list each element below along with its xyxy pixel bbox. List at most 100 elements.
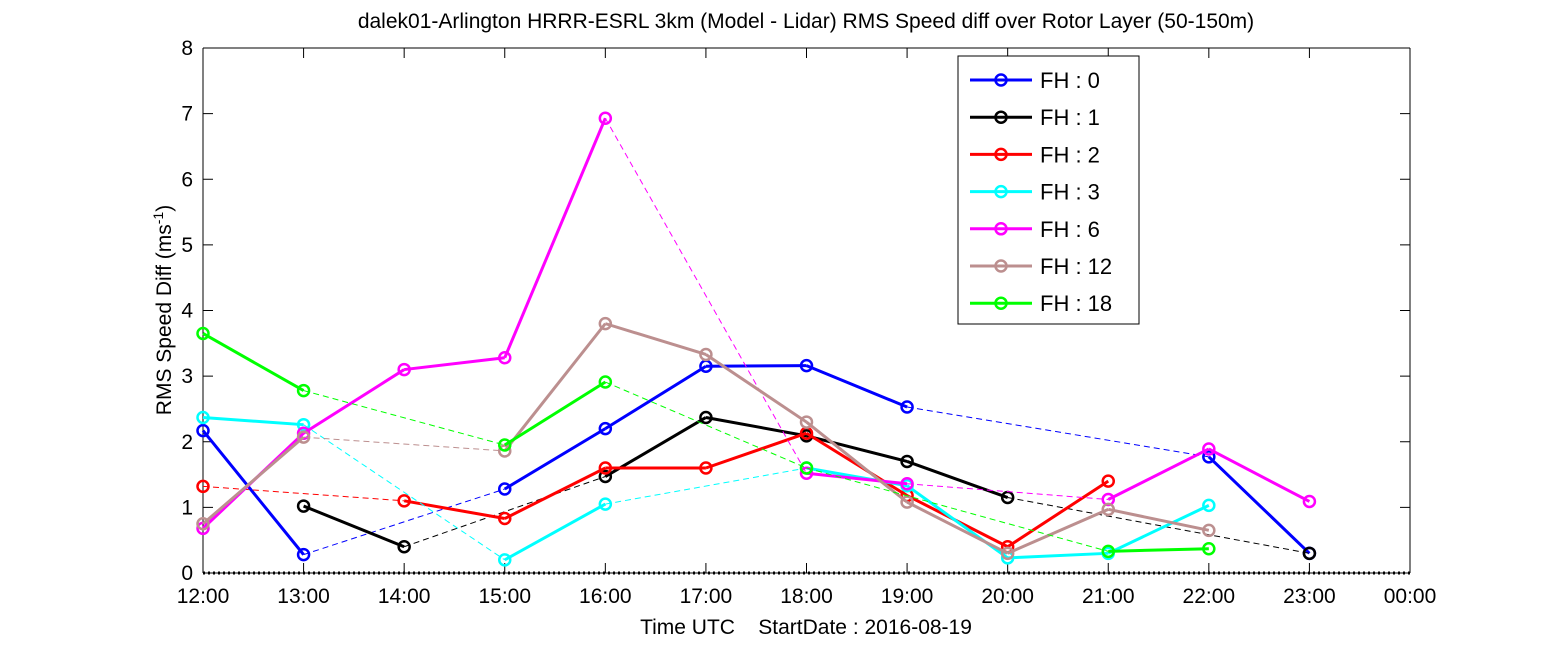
- legend-label: FH : 6: [1040, 217, 1100, 242]
- series-segment-solid: [805, 420, 909, 504]
- legend-item: FH : 6: [970, 217, 1100, 242]
- data-point: [598, 421, 613, 436]
- data-point: [1101, 544, 1115, 559]
- series-segment-solid: [201, 429, 305, 556]
- data-point: [699, 347, 713, 362]
- data-point: [900, 477, 914, 491]
- series-segment-solid: [705, 431, 807, 470]
- y-tick-label: 7: [181, 103, 193, 126]
- data-point: [196, 517, 210, 531]
- data-point: [196, 326, 210, 341]
- x-tick-label: 16:00: [579, 585, 632, 608]
- data-point: [900, 400, 914, 414]
- series-fh-6: [196, 111, 1317, 536]
- series-segment-solid: [1007, 551, 1109, 560]
- x-tick-label: 18:00: [780, 585, 833, 608]
- legend-label: FH : 2: [1040, 142, 1100, 167]
- legend-swatch-marker: [994, 296, 1008, 310]
- data-point: [598, 469, 613, 484]
- legend-item: FH : 2: [970, 142, 1100, 167]
- y-axis-label-end: ): [153, 205, 176, 212]
- series-segment-gap: [907, 483, 1109, 500]
- series-segment-gap: [202, 485, 405, 502]
- series-segment-solid: [202, 332, 305, 392]
- data-point: [799, 415, 814, 429]
- data-point: [1302, 546, 1317, 561]
- y-tick-label: 3: [181, 365, 193, 388]
- data-point: [900, 495, 914, 509]
- y-tick-label: 2: [181, 431, 193, 454]
- x-axis-ticks: 12:00 13:00 14:00 15:00 16:00 17:00 18:00 19:00…: [177, 48, 1436, 608]
- data-point: [799, 358, 814, 373]
- data-point: [1101, 502, 1115, 517]
- legend-box: [957, 55, 1140, 325]
- series-segment-gap: [1007, 497, 1310, 554]
- series-segment-gap: [907, 406, 1209, 458]
- data-point: [1202, 498, 1216, 513]
- series-segment-solid: [906, 460, 1009, 499]
- data-point: [296, 417, 311, 432]
- series-segment-solid: [1208, 447, 1311, 503]
- legend-item: FH : 3: [970, 180, 1100, 205]
- data-point: [196, 410, 210, 425]
- data-point: [498, 438, 512, 452]
- series-segment-solid: [1207, 455, 1311, 555]
- legend-label: FH : 1: [1040, 105, 1100, 130]
- series-segment-gap: [303, 488, 505, 556]
- series-segment-solid: [503, 117, 607, 359]
- data-point: [699, 410, 713, 425]
- series-segment-gap: [303, 424, 506, 561]
- legend-swatch-marker: [994, 147, 1008, 162]
- x-tick-label: 12:00: [177, 585, 230, 608]
- data-point: [296, 383, 311, 398]
- y-tick-label: 6: [181, 168, 193, 191]
- y-tick-label: 8: [181, 37, 193, 60]
- series-segment-solid: [202, 415, 304, 427]
- series-segment-solid: [303, 504, 405, 549]
- data-point: [598, 375, 613, 389]
- series-segment-solid: [806, 471, 908, 486]
- series-segment-solid: [906, 500, 1009, 555]
- x-tick-label: 17:00: [680, 585, 733, 608]
- legend-swatch-marker: [994, 110, 1008, 124]
- x-tick-label: 21:00: [1082, 585, 1135, 608]
- series-segment-gap: [303, 390, 505, 446]
- data-point: [1101, 474, 1115, 488]
- series-fh-2: [196, 426, 1115, 554]
- legend-item: FH : 18: [970, 291, 1112, 316]
- x-tick-label: 15:00: [478, 585, 531, 608]
- y-axis-label-sup: -1: [150, 212, 166, 225]
- x-tick-label: 19:00: [881, 585, 934, 608]
- data-point: [296, 430, 311, 444]
- legend-label: FH : 18: [1040, 291, 1112, 316]
- series-segment-solid: [1107, 507, 1210, 532]
- series-fh-12: [196, 316, 1216, 561]
- series-fh-3: [196, 410, 1216, 567]
- series-segment-solid: [1107, 447, 1210, 501]
- x-tick-label: 23:00: [1283, 585, 1336, 608]
- data-point: [598, 111, 613, 125]
- series-segment-solid: [805, 431, 908, 497]
- series-segment-solid: [503, 380, 607, 447]
- data-point: [1202, 541, 1216, 556]
- series-segment-solid: [503, 427, 607, 491]
- data-point: [598, 316, 613, 331]
- y-axis-ticks: 0 1 2 3 4 5 6 7 8: [181, 37, 1410, 585]
- legend: FH : 0 FH : 1 FH : 2 FH : 3 FH : 6 FH : 12 FH …: [957, 55, 1140, 325]
- data-point: [196, 479, 210, 494]
- series-segment-gap: [806, 467, 1109, 552]
- series-segment-solid: [806, 434, 908, 463]
- legend-item: FH : 12: [970, 254, 1112, 279]
- data-point: [498, 553, 512, 567]
- data-point: [799, 461, 814, 475]
- data-point: [1000, 546, 1015, 561]
- series-fh-18: [196, 326, 1216, 559]
- legend-item: FH : 0: [970, 68, 1100, 93]
- y-tick-label: 5: [181, 234, 193, 257]
- series-segment-gap: [604, 117, 807, 474]
- series-segment-solid: [604, 365, 707, 430]
- y-tick-label: 0: [181, 562, 193, 585]
- data-point: [598, 461, 613, 475]
- legend-label: FH : 3: [1040, 180, 1100, 205]
